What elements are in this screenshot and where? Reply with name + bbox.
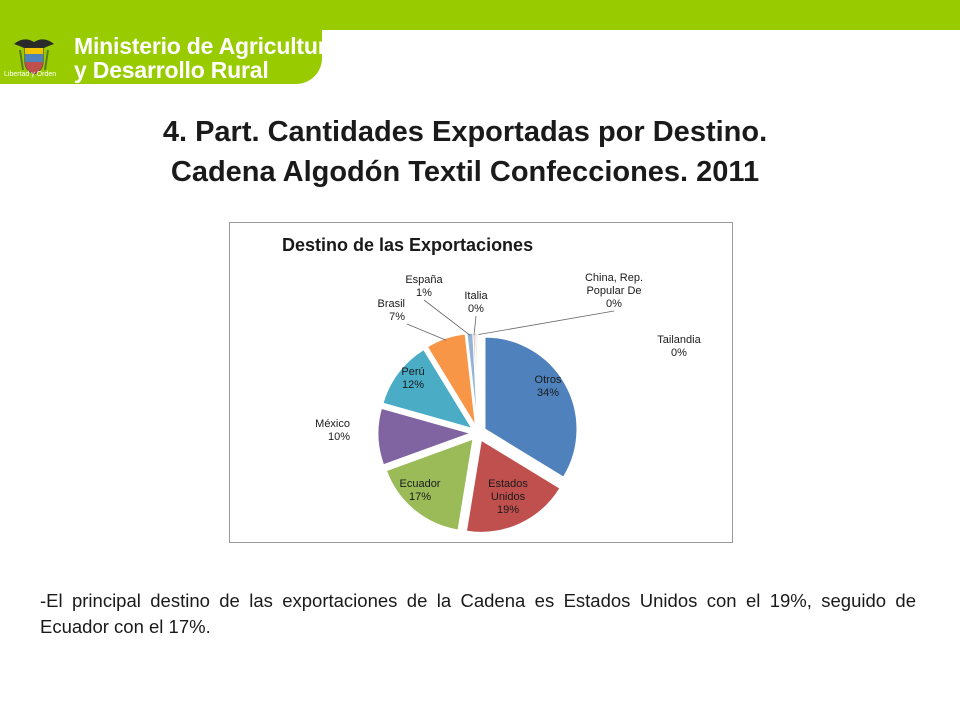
data-label-ecuador: Ecuador 17% bbox=[400, 478, 441, 503]
chart-title: Destino de las Exportaciones bbox=[282, 235, 533, 255]
slide-title-line-1: 4. Part. Cantidades Exportadas por Desti… bbox=[162, 116, 768, 148]
coat-of-arms-icon bbox=[14, 39, 54, 75]
data-label-mexico: México 10% bbox=[315, 418, 350, 443]
data-label-estados-unidos: Estados Unidos 19% bbox=[488, 478, 528, 516]
crest-caption: Libertad y Orden bbox=[4, 71, 57, 78]
slide-description: -El principal destino de las exportacion… bbox=[40, 590, 916, 637]
data-label-espana: España 1% bbox=[405, 274, 443, 299]
data-label-italia: Italia 0% bbox=[464, 290, 488, 315]
logo-line-1: Ministerio de Agricultura bbox=[74, 33, 340, 59]
data-label-brasil: Brasil 7% bbox=[377, 298, 405, 323]
pie-slice-estados-unidos bbox=[465, 439, 561, 533]
data-label-otros: Otros 34% bbox=[535, 374, 562, 399]
ministry-logo-text: Ministerio de Agricultura y Desarrollo R… bbox=[74, 34, 339, 82]
pie-chart: Destino de las Exportaciones Otros 34% Esta… bbox=[282, 235, 702, 533]
data-label-peru: Perú 12% bbox=[401, 366, 424, 391]
leader-line-china-rep-popular-de bbox=[475, 310, 615, 336]
pie-slice-ecuador bbox=[385, 438, 474, 531]
data-label-tailandia: Tailandia 0% bbox=[657, 334, 701, 359]
logo-line-2: y Desarrollo Rural bbox=[74, 57, 269, 83]
pie-slice-peru bbox=[382, 348, 473, 429]
pie-slice-brasil bbox=[426, 333, 476, 426]
slide-title-line-2: Cadena Algodón Textil Confecciones. 2011 bbox=[170, 156, 760, 188]
pie-slice-otros bbox=[484, 336, 578, 478]
leader-line-espana bbox=[423, 299, 471, 336]
pie-slice-tailandia bbox=[476, 332, 479, 426]
leader-line-italia bbox=[473, 315, 477, 336]
top-brand-bar bbox=[0, 0, 960, 30]
pie-slice-mexico bbox=[377, 407, 472, 466]
leader-line-brasil bbox=[406, 323, 447, 341]
ministry-logo-banner bbox=[0, 30, 322, 84]
pie-chart-panel: Destino de las Exportaciones Otros 34% Esta… bbox=[229, 222, 733, 543]
data-label-china-rep-popular-de: China, Rep. Popular De 0% bbox=[585, 272, 643, 310]
slide-title: 4. Part. Cantidades Exportadas por Desti… bbox=[40, 112, 890, 192]
